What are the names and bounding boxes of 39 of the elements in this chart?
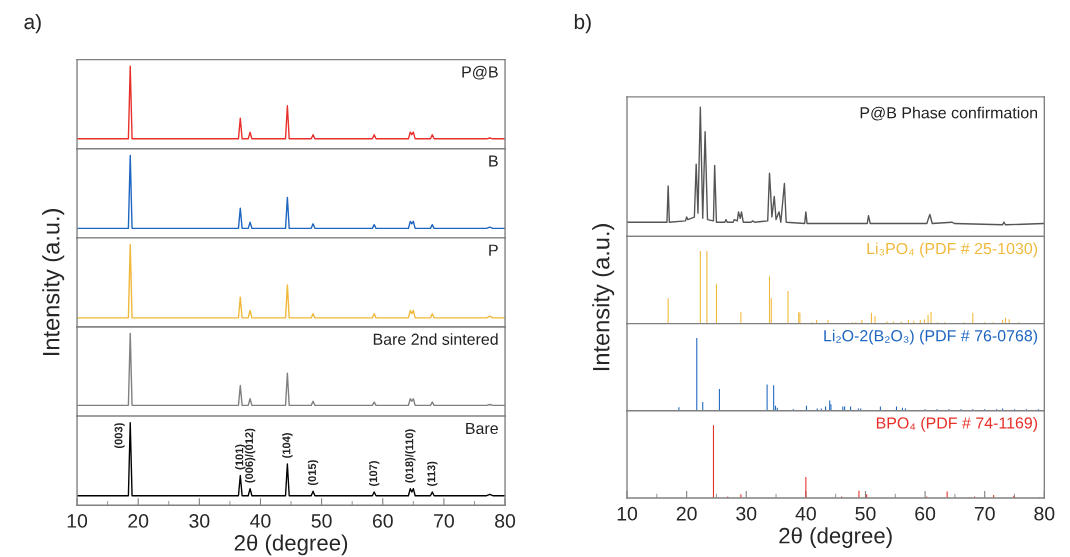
x-tick-label: 30 [189, 514, 210, 528]
x-tick-label: 20 [676, 506, 697, 521]
x-tick-label: 20 [128, 514, 149, 528]
annotation: (003) [114, 423, 125, 449]
x-tick-label: 40 [250, 514, 271, 528]
annotation: (104) [282, 433, 293, 458]
chart-title: P@B Phase confirmation [860, 106, 1038, 121]
x-tick-label: 60 [915, 506, 936, 521]
x-tick-label: 30 [736, 506, 757, 521]
x-tick-label: 10 [67, 514, 88, 528]
x-tick-label: 70 [434, 514, 454, 528]
annotation: (015) [307, 460, 319, 486]
annotation: (006)/(012) [244, 428, 256, 483]
x-tick-label: 50 [855, 506, 876, 521]
y-axis-title: Intensity (a.u.) [42, 209, 65, 356]
y-axis-title: Intensity (a.u.) [592, 224, 615, 371]
x-tick-label: 60 [372, 514, 393, 528]
chart-title: P@B [462, 65, 498, 80]
x-tick-label: 70 [974, 506, 995, 521]
chart-title: B [489, 155, 498, 167]
annotation: (101) [235, 444, 246, 470]
x-tick-label: 80 [495, 514, 516, 528]
annotation: (107) [369, 461, 380, 486]
x-tick-label: 50 [311, 514, 332, 528]
x-tick-label: 10 [617, 506, 638, 521]
text: b) [574, 13, 591, 34]
chart-title: Bare [466, 422, 498, 435]
x-tick-label: 40 [795, 506, 816, 521]
text: Li₂O-2(B₂O₃) (PDF # 76-0768) [824, 329, 1038, 345]
chart-title: P [489, 244, 498, 256]
text: a) [24, 13, 41, 34]
text: BPO₄ (PDF # 74-1169) [876, 416, 1038, 432]
x-tick-label: 80 [1034, 506, 1055, 521]
x-axis-title: 2θ (degree) [234, 534, 348, 556]
annotation: (018)/(110) [405, 429, 416, 483]
x-axis-title: 2θ (degree) [779, 527, 892, 548]
annotation: (113) [427, 461, 438, 486]
chart-title: Bare 2nd sintered [373, 333, 498, 345]
text: Li₃PO₄ (PDF # 25-1030) [867, 242, 1038, 258]
